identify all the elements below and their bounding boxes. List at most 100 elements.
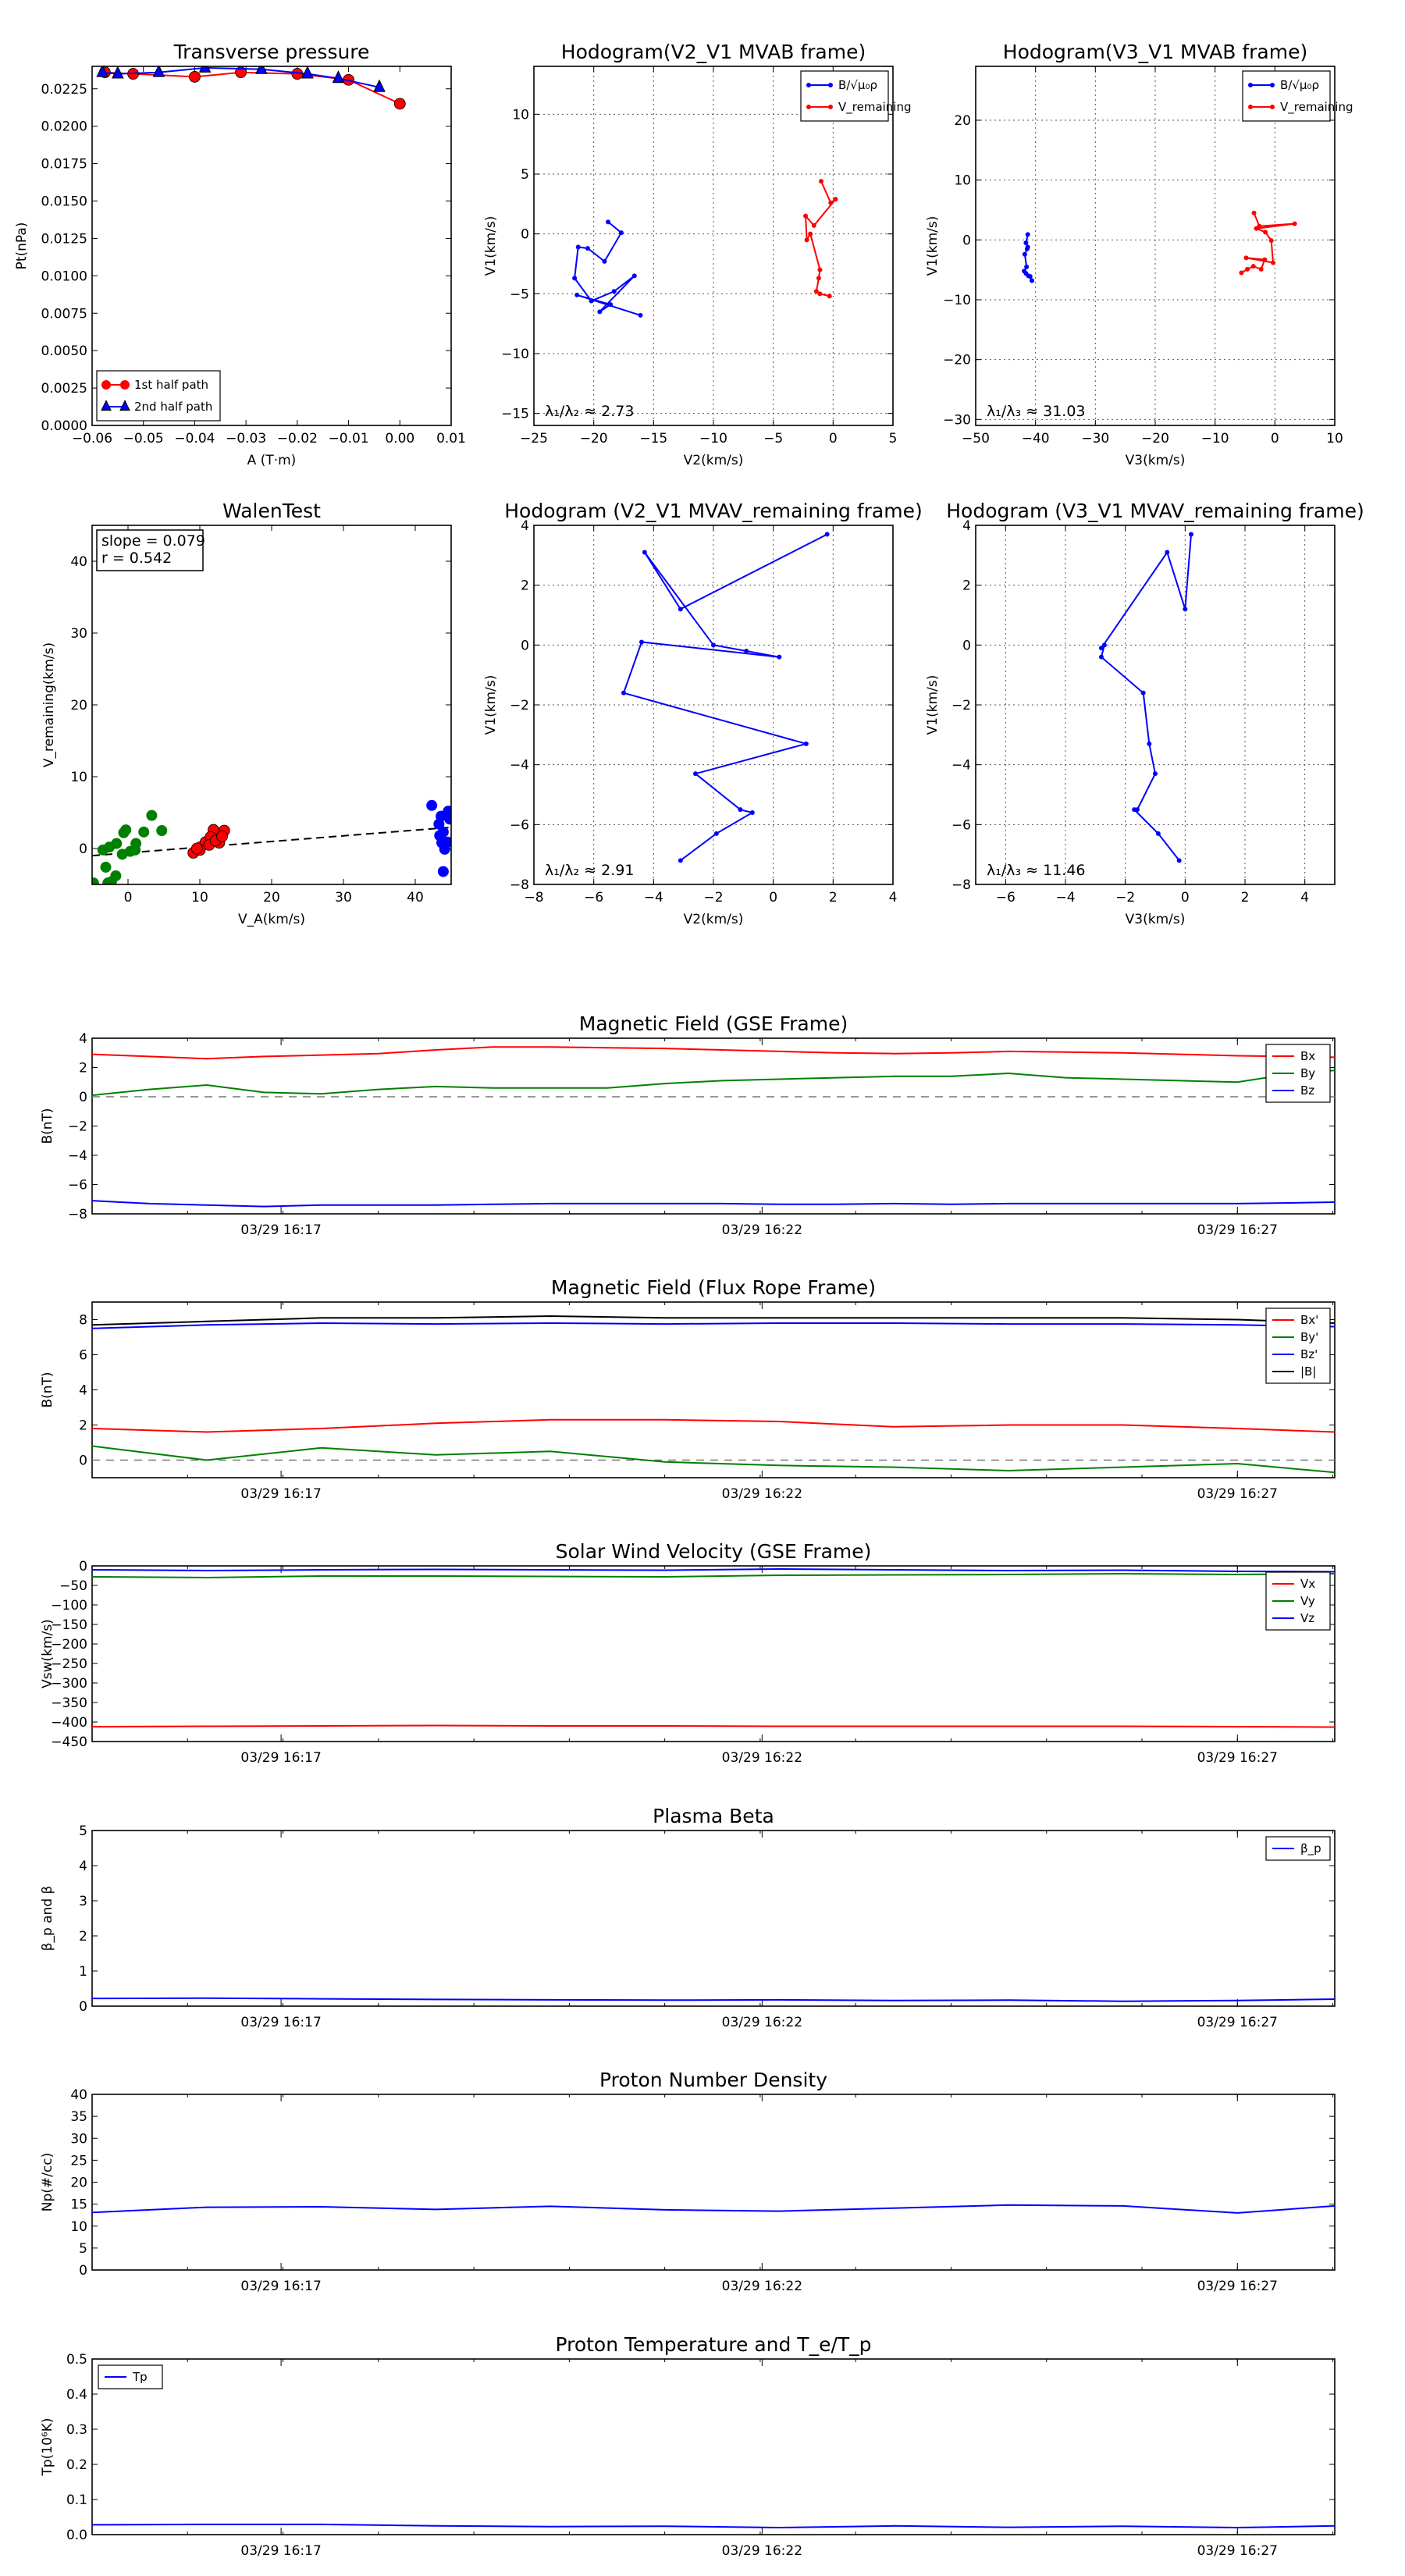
x-tick-label: −6 [996,890,1016,906]
data-point [138,826,150,838]
x-tick-label: 03/29 16:27 [1197,1750,1278,1766]
data-point [574,292,580,297]
data-point [813,289,819,294]
series-line-By' [92,1445,1335,1474]
data-point [1147,741,1152,746]
x-axis-label: V2(km/s) [684,453,744,468]
data-point [433,818,445,830]
y-tick-label: 2 [79,1929,87,1944]
series-line-Vz [92,1567,1335,1573]
data-point [638,312,643,318]
y-tick-label: −20 [943,353,971,368]
y-tick-label: 15 [70,2197,87,2213]
y-tick-label: 10 [954,173,971,189]
y-tick-label: 10 [70,770,87,785]
ratio-annotation: λ₁/λ₂ ≈ 2.91 [545,862,634,879]
y-tick-label: 2 [962,578,971,594]
x-tick-label: −0.01 [329,431,369,447]
data-point [749,810,755,815]
series-line-1st half path [105,71,400,105]
data-point [436,837,448,849]
y-tick-label: 0 [962,638,971,653]
y-tick-label: 0.0150 [41,194,87,210]
y-tick-label: 0.2 [66,2457,87,2473]
x-axis-label: V3(km/s) [1126,912,1186,927]
x-tick-label: −6 [584,890,603,906]
x-tick-label: 03/29 16:17 [240,2543,321,2559]
axes-frame [91,1037,1336,1215]
data-point [817,291,823,297]
data-point [1183,607,1188,612]
y-tick-label: −2 [951,698,971,713]
y-tick-label: 20 [954,113,971,129]
x-tick-label: 03/29 16:17 [240,1222,321,1238]
x-tick-label: 03/29 16:17 [240,2279,321,2294]
y-tick-label: 0 [521,227,529,243]
x-tick-label: −15 [639,431,667,447]
y-tick-label: −2 [510,698,529,713]
x-tick-label: 03/29 16:22 [722,1222,802,1238]
data-point [642,550,647,555]
data-point [1262,257,1268,262]
y-tick-label: 8 [79,1313,87,1329]
legend-label: 2nd half path [134,400,212,414]
y-tick-label: 4 [79,1031,87,1047]
y-axis-label: V1(km/s) [925,675,941,735]
y-tick-label: 0 [962,233,971,248]
chart-title: Hodogram(V2_V1 MVAB frame) [561,41,866,63]
x-tick-label: 03/29 16:17 [240,1750,321,1766]
data-point [817,267,823,272]
y-tick-label: −2 [68,1119,87,1135]
y-tick-label: −450 [51,1735,87,1750]
legend-box [96,370,221,422]
series-line-V_remaining [1240,212,1295,274]
y-tick-label: −10 [943,293,971,308]
plot-area [1099,532,1193,863]
x-tick-label: 03/29 16:22 [722,2015,802,2030]
data-point [1023,240,1029,246]
y-tick-label: 2 [521,578,529,594]
y-tick-label: 0.0100 [41,269,87,284]
series-line-Bz [92,1200,1335,1208]
data-point [102,877,114,884]
x-tick-label: 03/29 16:27 [1197,2015,1278,2030]
plot-area [92,1315,1335,1474]
data-point [332,70,345,84]
chart-title: WalenTest [222,500,321,522]
ratio-annotation: λ₁/λ₂ ≈ 2.73 [545,403,634,420]
data-point [1155,831,1161,836]
y-tick-label: −8 [68,1207,87,1222]
series-line-Np [92,2204,1335,2214]
data-point [373,79,386,92]
x-tick-label: −0.03 [226,431,266,447]
y-axis-label: Tp(10⁶K) [40,2418,55,2476]
data-point [1263,229,1268,235]
y-tick-label: 0.0000 [41,418,87,434]
legend-label: By [1300,1066,1315,1080]
fit-line [92,826,451,857]
x-tick-label: 03/29 16:17 [240,2015,321,2030]
chart-np: 03/29 16:17 03/29 16:22 03/29 16:27 0 5 10 15 2… [40,2069,1336,2294]
y-tick-label: 2 [79,1061,87,1076]
x-tick-label: 30 [335,890,352,906]
series-line-Bz' [92,1322,1335,1329]
x-axis-label: V3(km/s) [1126,453,1186,468]
y-tick-label: 0 [79,1090,87,1105]
y-tick-label: 0.0075 [41,306,87,322]
data-point [1245,266,1250,272]
chart-h2: −50 −40 −30 −20 −10 0 10 −30 −20 −10 0 10 20 Hodogram… [925,41,1353,468]
data-point [1099,646,1104,651]
legend: Vx Vy Vz [1265,1571,1331,1631]
data-point [572,276,578,281]
y-tick-label: 4 [521,518,529,534]
series-line-2nd half path [102,66,380,88]
data-point [828,200,834,205]
y-axis-label: V1(km/s) [925,216,941,276]
y-tick-label: 20 [70,698,87,713]
x-tick-label: 0 [124,890,133,906]
data-point [1165,550,1170,555]
data-point [146,809,158,821]
x-tick-label: −30 [1081,431,1109,447]
data-point [189,71,201,83]
